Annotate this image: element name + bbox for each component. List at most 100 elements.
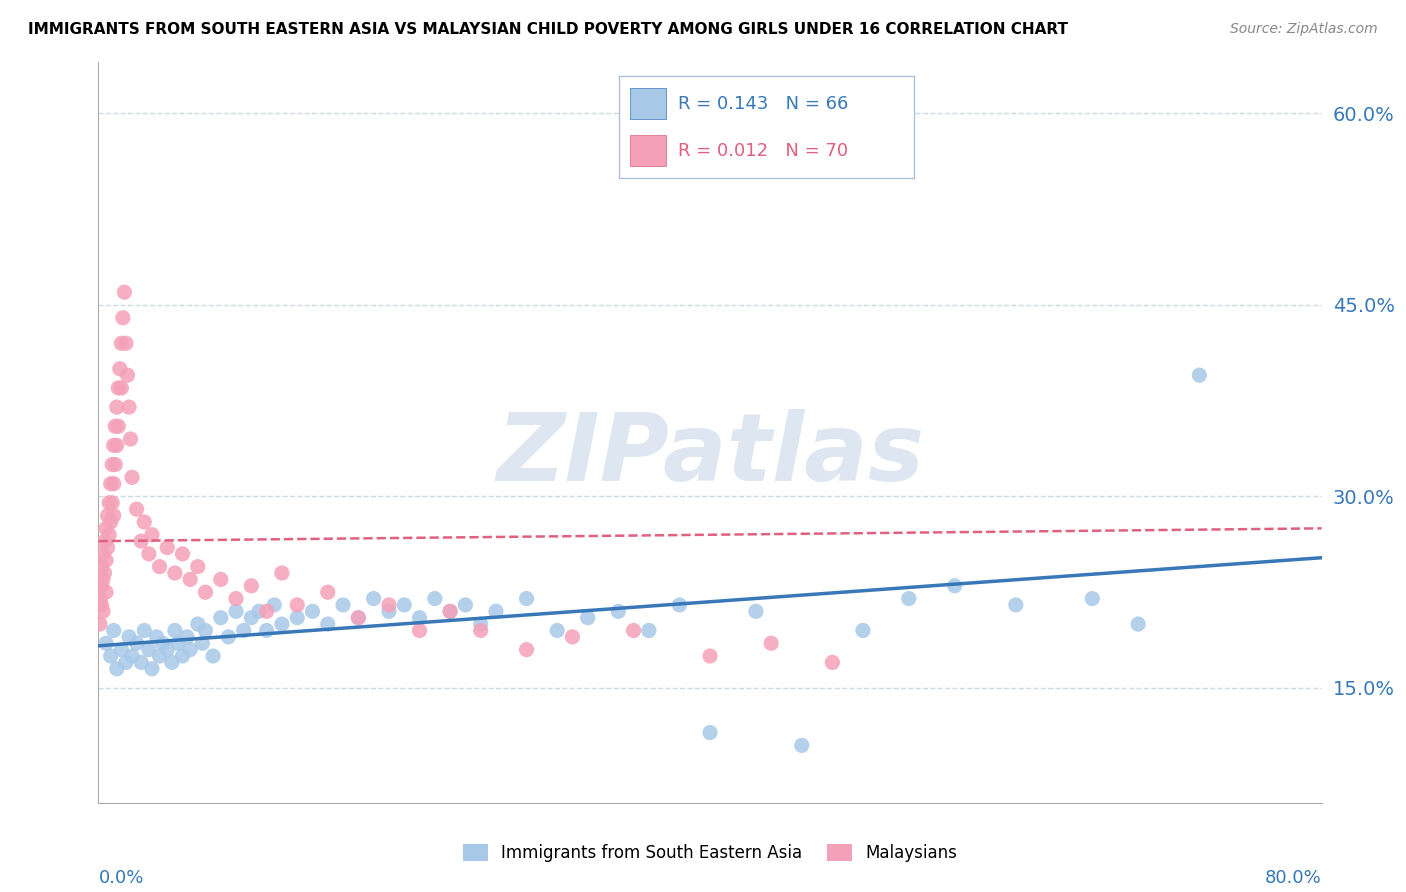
Point (378, 598, 401, 612)
Point (194, 585, 217, 599)
Point (104, 458, 127, 472)
Point (790, 739, 813, 753)
Point (408, 610, 430, 624)
Point (378, 604, 401, 618)
Point (105, 438, 128, 452)
Point (1004, 598, 1026, 612)
Text: ZIPatlas: ZIPatlas (496, 409, 924, 500)
Point (105, 662, 128, 676)
Point (111, 310, 134, 325)
Point (141, 662, 163, 676)
Point (90, 579, 112, 593)
Point (194, 624, 217, 638)
Point (301, 604, 323, 618)
Text: Source: ZipAtlas.com: Source: ZipAtlas.com (1230, 22, 1378, 37)
Point (91, 604, 114, 618)
Point (97, 541, 120, 555)
Point (637, 624, 661, 638)
Point (745, 604, 768, 618)
Point (668, 598, 690, 612)
Text: IMMIGRANTS FROM SOUTH EASTERN ASIA VS MALAYSIAN CHILD POVERTY AMONG GIRLS UNDER : IMMIGRANTS FROM SOUTH EASTERN ASIA VS MA… (28, 22, 1069, 37)
Point (94, 521, 117, 535)
Point (98, 527, 121, 541)
Point (247, 604, 270, 618)
Point (240, 610, 263, 624)
Text: 0.0%: 0.0% (98, 869, 143, 888)
Point (121, 648, 143, 663)
Point (103, 624, 125, 638)
Point (256, 624, 278, 638)
Point (107, 419, 129, 434)
Point (187, 617, 209, 632)
Point (270, 617, 292, 632)
Point (91, 547, 114, 561)
Text: R = 0.012   N = 70: R = 0.012 N = 70 (678, 142, 848, 160)
Point (607, 604, 630, 618)
Point (256, 604, 278, 618)
Point (240, 579, 263, 593)
Point (110, 381, 132, 395)
Point (125, 636, 148, 650)
Point (100, 515, 122, 529)
Point (100, 648, 122, 663)
Point (347, 610, 370, 624)
Point (285, 598, 308, 612)
Point (470, 617, 492, 632)
Point (134, 515, 156, 529)
Point (117, 368, 139, 383)
Point (576, 610, 599, 624)
Point (115, 336, 138, 351)
Point (270, 566, 292, 580)
Point (145, 630, 167, 644)
Point (107, 381, 129, 395)
Point (167, 636, 190, 650)
Point (125, 502, 148, 516)
Point (316, 585, 339, 599)
Point (105, 400, 128, 414)
Point (138, 547, 160, 561)
Point (285, 610, 308, 624)
FancyBboxPatch shape (630, 88, 666, 119)
Point (156, 541, 179, 555)
Point (129, 534, 152, 549)
Point (149, 559, 172, 574)
Point (225, 604, 247, 618)
Point (134, 624, 156, 638)
Point (202, 648, 225, 663)
Point (561, 630, 583, 644)
Point (163, 566, 186, 580)
Point (89, 591, 111, 606)
Point (176, 630, 198, 644)
Point (90, 598, 112, 612)
Point (103, 476, 125, 491)
Point (118, 630, 141, 644)
Text: 80.0%: 80.0% (1265, 869, 1322, 888)
Point (103, 438, 125, 452)
Point (191, 636, 214, 650)
Point (1128, 617, 1150, 632)
Point (138, 642, 160, 657)
Point (821, 656, 844, 670)
Point (454, 598, 477, 612)
Point (408, 624, 430, 638)
Point (98, 496, 121, 510)
Point (347, 610, 370, 624)
Point (209, 610, 232, 624)
Point (156, 642, 179, 657)
Point (759, 636, 782, 650)
Point (94, 585, 117, 599)
Point (332, 598, 354, 612)
Legend: Immigrants from South Eastern Asia, Malaysians: Immigrants from South Eastern Asia, Mala… (456, 837, 965, 869)
Point (516, 591, 538, 606)
Point (439, 604, 461, 618)
Point (225, 591, 247, 606)
Point (943, 579, 966, 593)
Point (97, 508, 120, 523)
Point (470, 624, 492, 638)
Point (115, 656, 138, 670)
Point (89, 617, 111, 632)
Point (94, 553, 117, 567)
Point (316, 617, 339, 632)
Point (90, 559, 112, 574)
Point (363, 591, 385, 606)
